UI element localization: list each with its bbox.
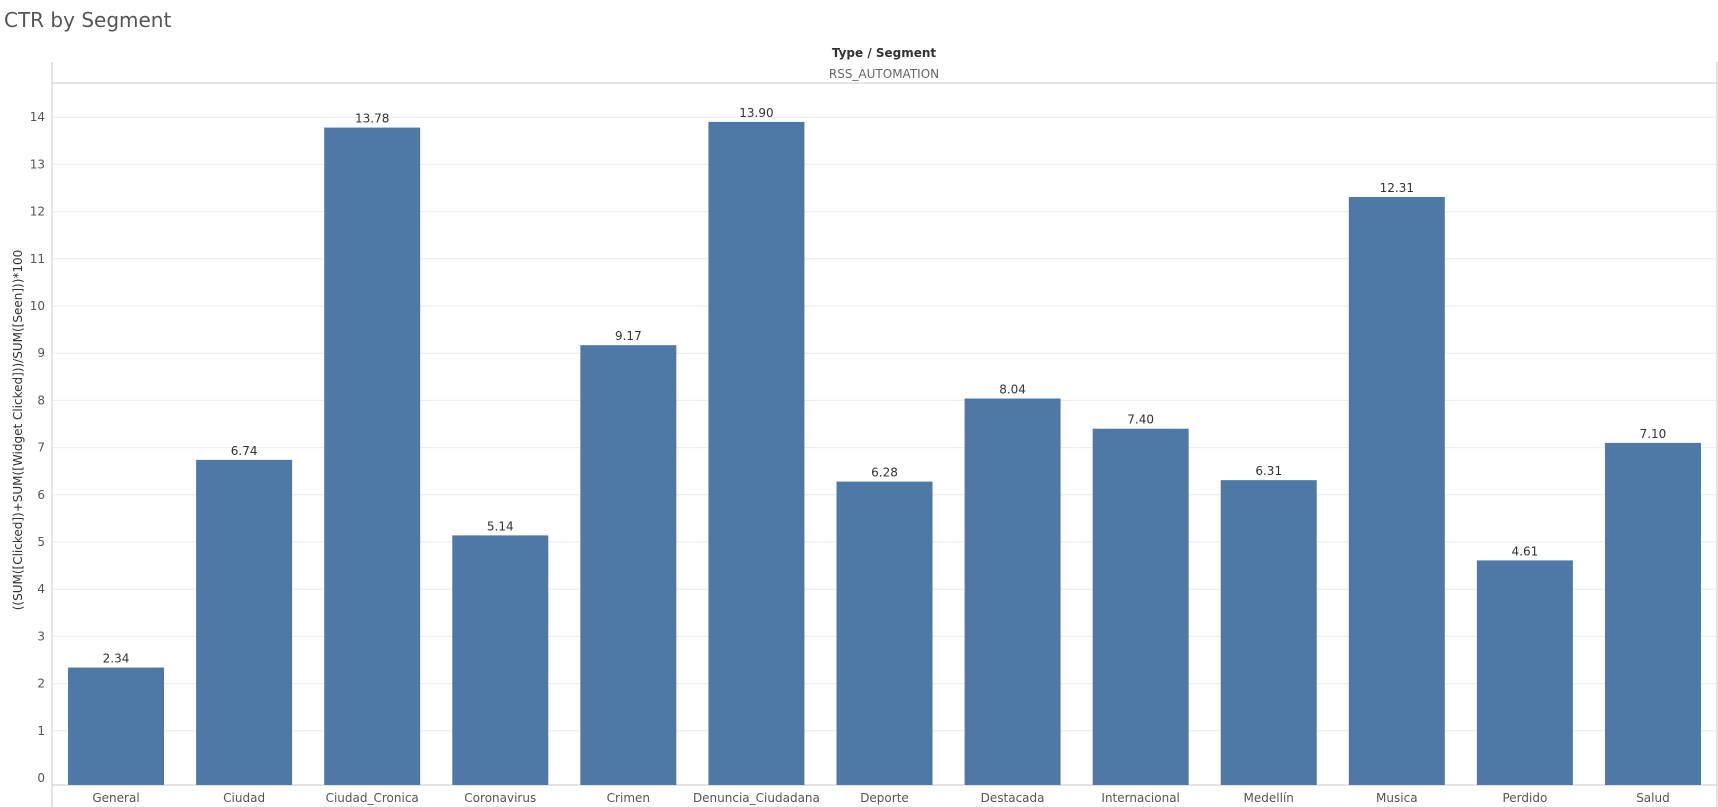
y-tick-label: 9 [37, 346, 45, 360]
y-tick-label: 14 [30, 110, 45, 124]
y-tick-label: 11 [30, 252, 45, 266]
bar-value-label: 13.90 [739, 106, 773, 120]
y-tick-label: 1 [37, 724, 45, 738]
y-tick-label: 0 [37, 771, 45, 785]
bar[interactable] [1604, 442, 1701, 785]
y-tick-label: 4 [37, 582, 45, 596]
y-axis-label: ((SUM([Clicked])+SUM([Widget Clicked]))/… [11, 250, 25, 611]
chart-title: CTR by Segment [4, 8, 172, 32]
y-tick-label: 2 [37, 677, 45, 691]
x-tick-label: Deporte [860, 791, 909, 805]
bar[interactable] [836, 481, 933, 785]
x-tick-labels: General Ciudad Ciudad_Cronica Coronavirus Cr… [92, 791, 1669, 805]
bar[interactable] [68, 667, 165, 785]
bar[interactable] [324, 127, 421, 786]
x-tick-label: Crimen [607, 791, 650, 805]
y-tick-label: 5 [37, 535, 45, 549]
bar-value-label: 6.31 [1255, 464, 1282, 478]
header-subtitle: RSS_AUTOMATION [829, 67, 939, 81]
y-tick-label: 8 [37, 393, 45, 407]
y-tick-label: 12 [30, 205, 45, 219]
x-tick-label: Denuncia_Ciudadana [693, 791, 820, 805]
bar-value-label: 12.31 [1380, 181, 1414, 195]
bar-value-label: 6.28 [871, 466, 898, 480]
x-tick-label: Internacional [1101, 791, 1179, 805]
value-labels: 2.34 6.74 13.78 5.14 9.17 13.90 6.28 8.04 7.40 6.… [103, 106, 1667, 666]
x-tick-label: General [92, 791, 139, 805]
x-tick-label: Ciudad [223, 791, 265, 805]
bars [68, 121, 1701, 786]
bar[interactable] [452, 535, 549, 785]
y-tick-label: 6 [37, 488, 45, 502]
bar[interactable] [1092, 428, 1189, 785]
x-tick-label: Destacada [981, 791, 1045, 805]
bar[interactable] [1348, 196, 1445, 785]
bar-value-label: 5.14 [487, 519, 514, 533]
bar[interactable] [580, 345, 677, 785]
y-tick-label: 7 [37, 441, 45, 455]
x-tick-label: Coronavirus [464, 791, 536, 805]
x-tick-label: Musica [1376, 791, 1418, 805]
bar-value-label: 7.40 [1127, 413, 1154, 427]
bar-value-label: 9.17 [615, 329, 642, 343]
bar-value-label: 7.10 [1640, 427, 1667, 441]
bar-value-label: 13.78 [355, 112, 389, 126]
bar-value-label: 6.74 [231, 444, 258, 458]
x-tick-label: Perdido [1502, 791, 1547, 805]
bar[interactable] [708, 121, 805, 786]
bar-value-label: 8.04 [999, 383, 1026, 397]
bar-value-label: 4.61 [1512, 544, 1539, 558]
y-tick-label: 3 [37, 629, 45, 643]
header-title: Type / Segment [832, 46, 937, 60]
bar[interactable] [964, 398, 1061, 785]
y-tick-label: 13 [30, 157, 45, 171]
x-tick-label: Medellín [1244, 791, 1294, 805]
bar-value-label: 2.34 [103, 652, 130, 666]
x-tick-label: Ciudad_Cronica [326, 791, 419, 805]
x-tick-label: Salud [1636, 791, 1670, 805]
bar[interactable] [1476, 560, 1573, 785]
y-tick-label: 10 [30, 299, 45, 313]
bar[interactable] [1220, 480, 1317, 785]
bar[interactable] [196, 459, 293, 785]
